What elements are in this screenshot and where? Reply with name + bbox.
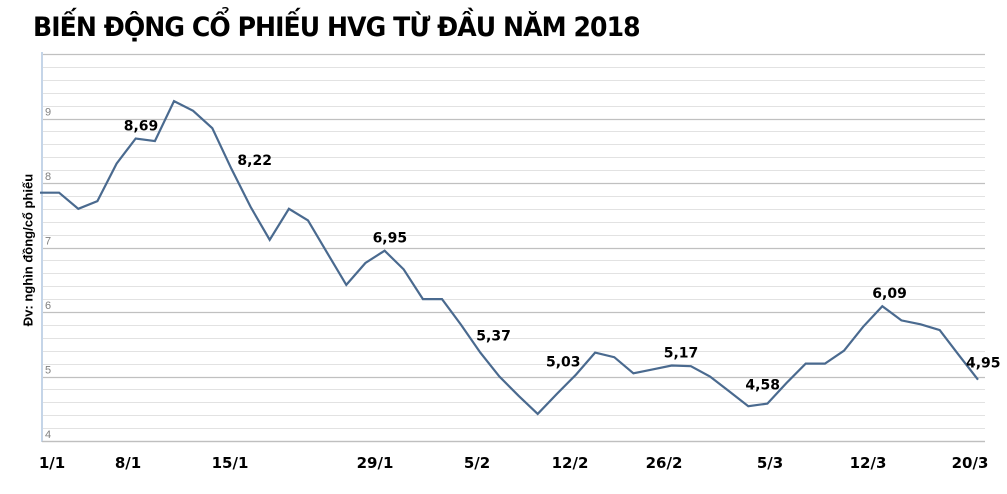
- axes: [41, 52, 985, 443]
- y-tick-label: 5: [45, 365, 51, 377]
- data-label: 5,03: [546, 355, 581, 371]
- y-tick-label: 7: [45, 236, 51, 248]
- x-tick-label: 15/1: [212, 454, 249, 472]
- x-tick-label: 29/1: [357, 454, 394, 472]
- x-tick-label: 12/2: [552, 454, 589, 472]
- data-label: 4,58: [745, 378, 780, 394]
- y-tick-label: 4: [45, 429, 51, 441]
- x-tick-label: 12/3: [850, 454, 887, 472]
- y-tick-label: 9: [45, 107, 51, 119]
- y-tick-labels: 4 5 6 7 8 9: [45, 107, 51, 442]
- data-series: [40, 99, 979, 416]
- data-label: 5,37: [476, 329, 511, 345]
- chart-title: BIẾN ĐỘNG CỔ PHIẾU HVG TỪ ĐẦU NĂM 2018: [33, 12, 641, 43]
- hvg-price-line: [40, 99, 979, 416]
- data-label: 6,09: [872, 286, 907, 302]
- data-label: 8,69: [124, 118, 159, 134]
- y-tick-label: 6: [45, 300, 51, 312]
- x-tick-label: 26/2: [646, 454, 683, 472]
- y-tick-label: 8: [45, 171, 51, 183]
- gridlines: [42, 53, 985, 443]
- x-tick-label: 5/3: [757, 454, 783, 472]
- x-tick-label: 20/3: [952, 454, 989, 472]
- data-label: 8,22: [237, 153, 272, 169]
- data-label: 4,95: [966, 356, 1001, 372]
- data-labels: 8,69 8,22 6,95 5,37 5,03 5,17 4,58 6,09 4,95: [124, 118, 1001, 393]
- x-tick-labels: 1/1 8/1 15/1 29/1 5/2 12/2 26/2 5/3 12/3 20/3: [39, 454, 989, 472]
- x-tick-label: 8/1: [115, 454, 141, 472]
- x-tick-label: 5/2: [464, 454, 490, 472]
- data-label: 5,17: [664, 346, 699, 362]
- data-label: 6,95: [373, 231, 408, 247]
- x-tick-label: 1/1: [39, 454, 65, 472]
